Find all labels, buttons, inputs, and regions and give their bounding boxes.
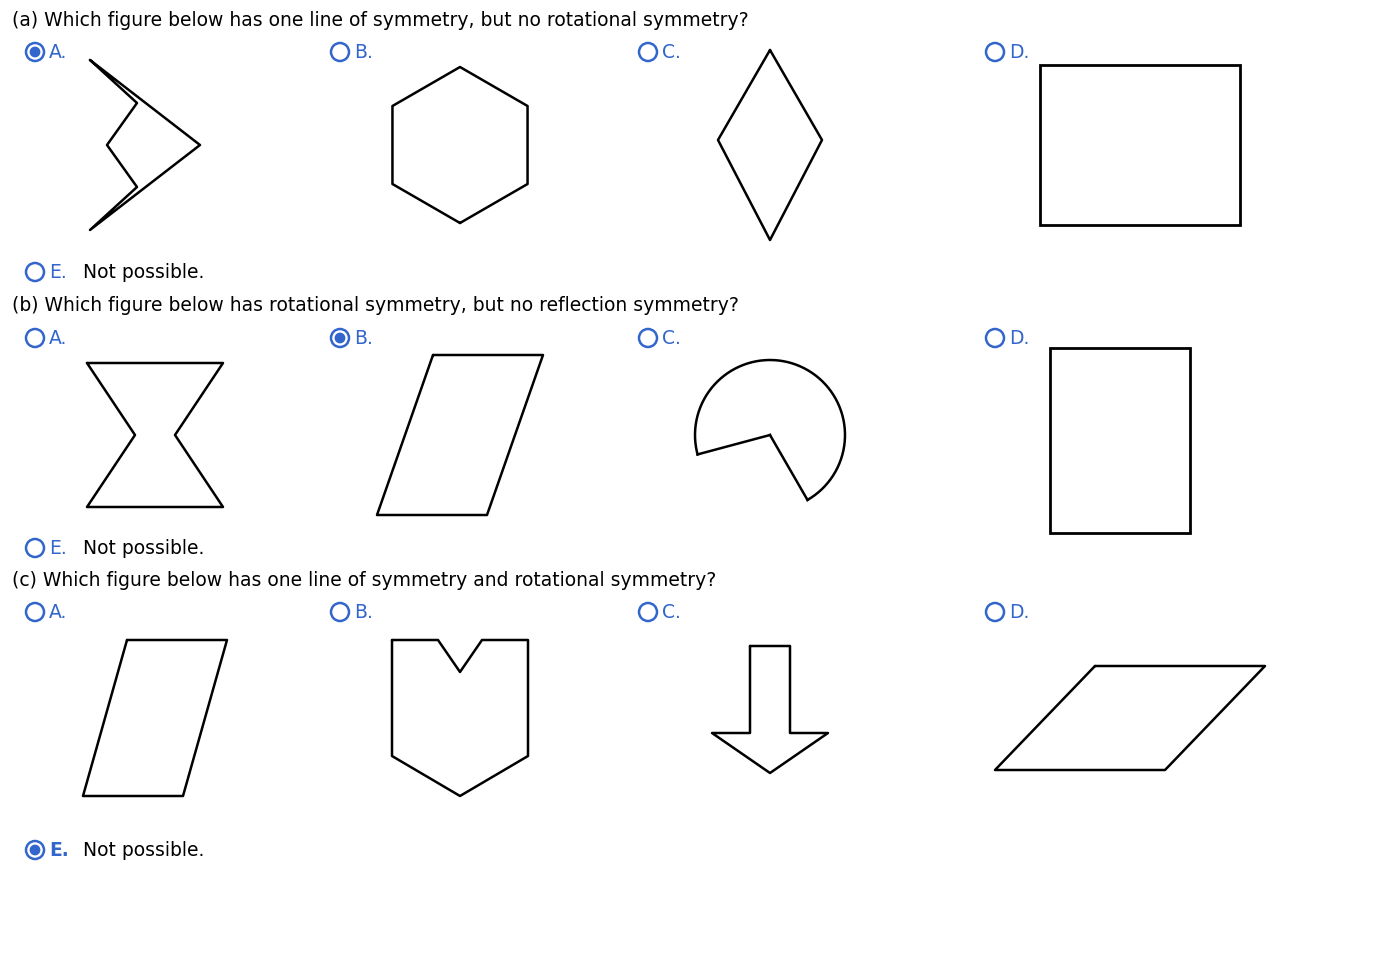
Circle shape xyxy=(30,845,40,855)
Text: B.: B. xyxy=(354,603,373,621)
Text: D.: D. xyxy=(1009,603,1029,621)
Text: E.: E. xyxy=(50,840,69,860)
Text: (a) Which figure below has one line of symmetry, but no rotational symmetry?: (a) Which figure below has one line of s… xyxy=(12,11,749,29)
Text: E.: E. xyxy=(50,263,67,282)
Circle shape xyxy=(336,333,344,343)
Bar xyxy=(1050,348,1190,533)
Text: C.: C. xyxy=(662,43,681,61)
Text: Not possible.: Not possible. xyxy=(83,263,205,282)
Text: D.: D. xyxy=(1009,43,1029,61)
Circle shape xyxy=(30,47,40,56)
Text: Not possible.: Not possible. xyxy=(83,840,205,860)
Text: D.: D. xyxy=(1009,328,1029,348)
Text: C.: C. xyxy=(662,328,681,348)
Text: E.: E. xyxy=(50,539,67,557)
Bar xyxy=(1040,65,1240,225)
Text: (b) Which figure below has rotational symmetry, but no reflection symmetry?: (b) Which figure below has rotational sy… xyxy=(12,296,739,315)
Text: Not possible.: Not possible. xyxy=(83,539,205,557)
Text: A.: A. xyxy=(50,43,67,61)
Text: A.: A. xyxy=(50,603,67,621)
Text: (c) Which figure below has one line of symmetry and rotational symmetry?: (c) Which figure below has one line of s… xyxy=(12,571,717,589)
Text: A.: A. xyxy=(50,328,67,348)
Text: C.: C. xyxy=(662,603,681,621)
Text: B.: B. xyxy=(354,43,373,61)
Text: B.: B. xyxy=(354,328,373,348)
